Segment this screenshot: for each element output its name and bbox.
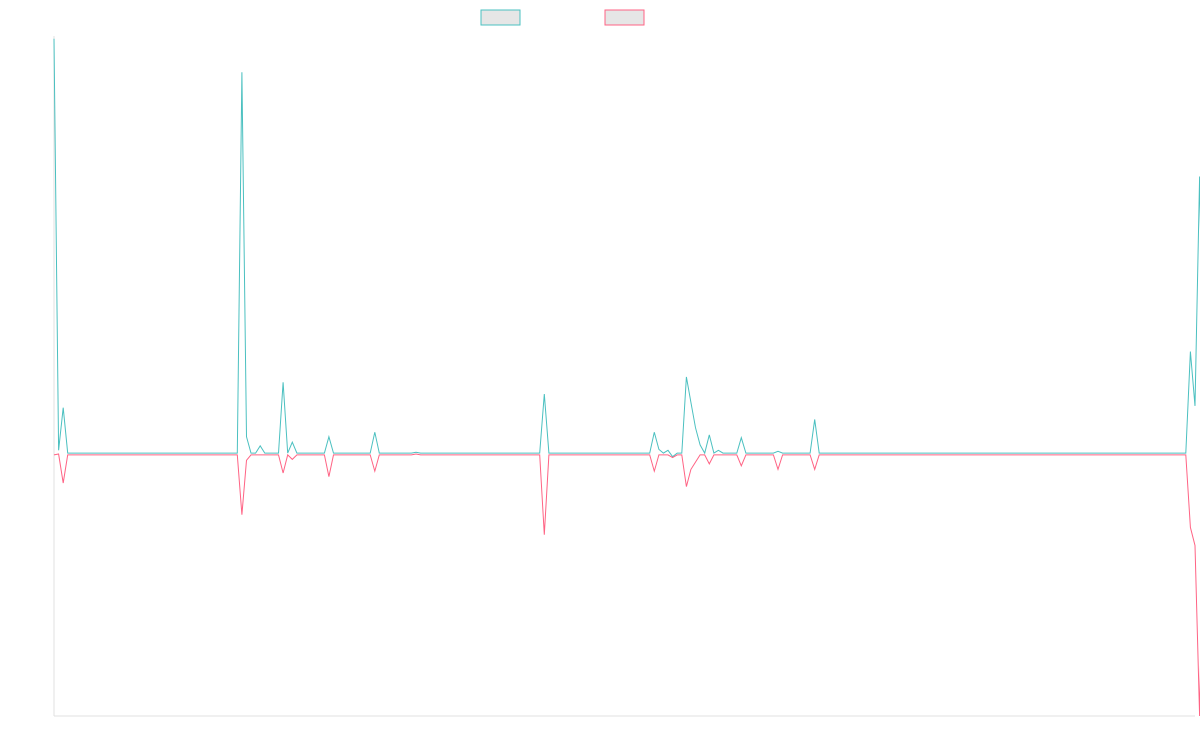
axes — [53, 36, 1195, 717]
series-line-1 — [53, 38, 1200, 458]
legend — [480, 9, 645, 26]
legend-swatch-1[interactable] — [480, 9, 521, 26]
series-layer — [53, 38, 1200, 717]
series-line-2 — [53, 453, 1200, 717]
legend-swatch-2[interactable] — [604, 9, 645, 26]
